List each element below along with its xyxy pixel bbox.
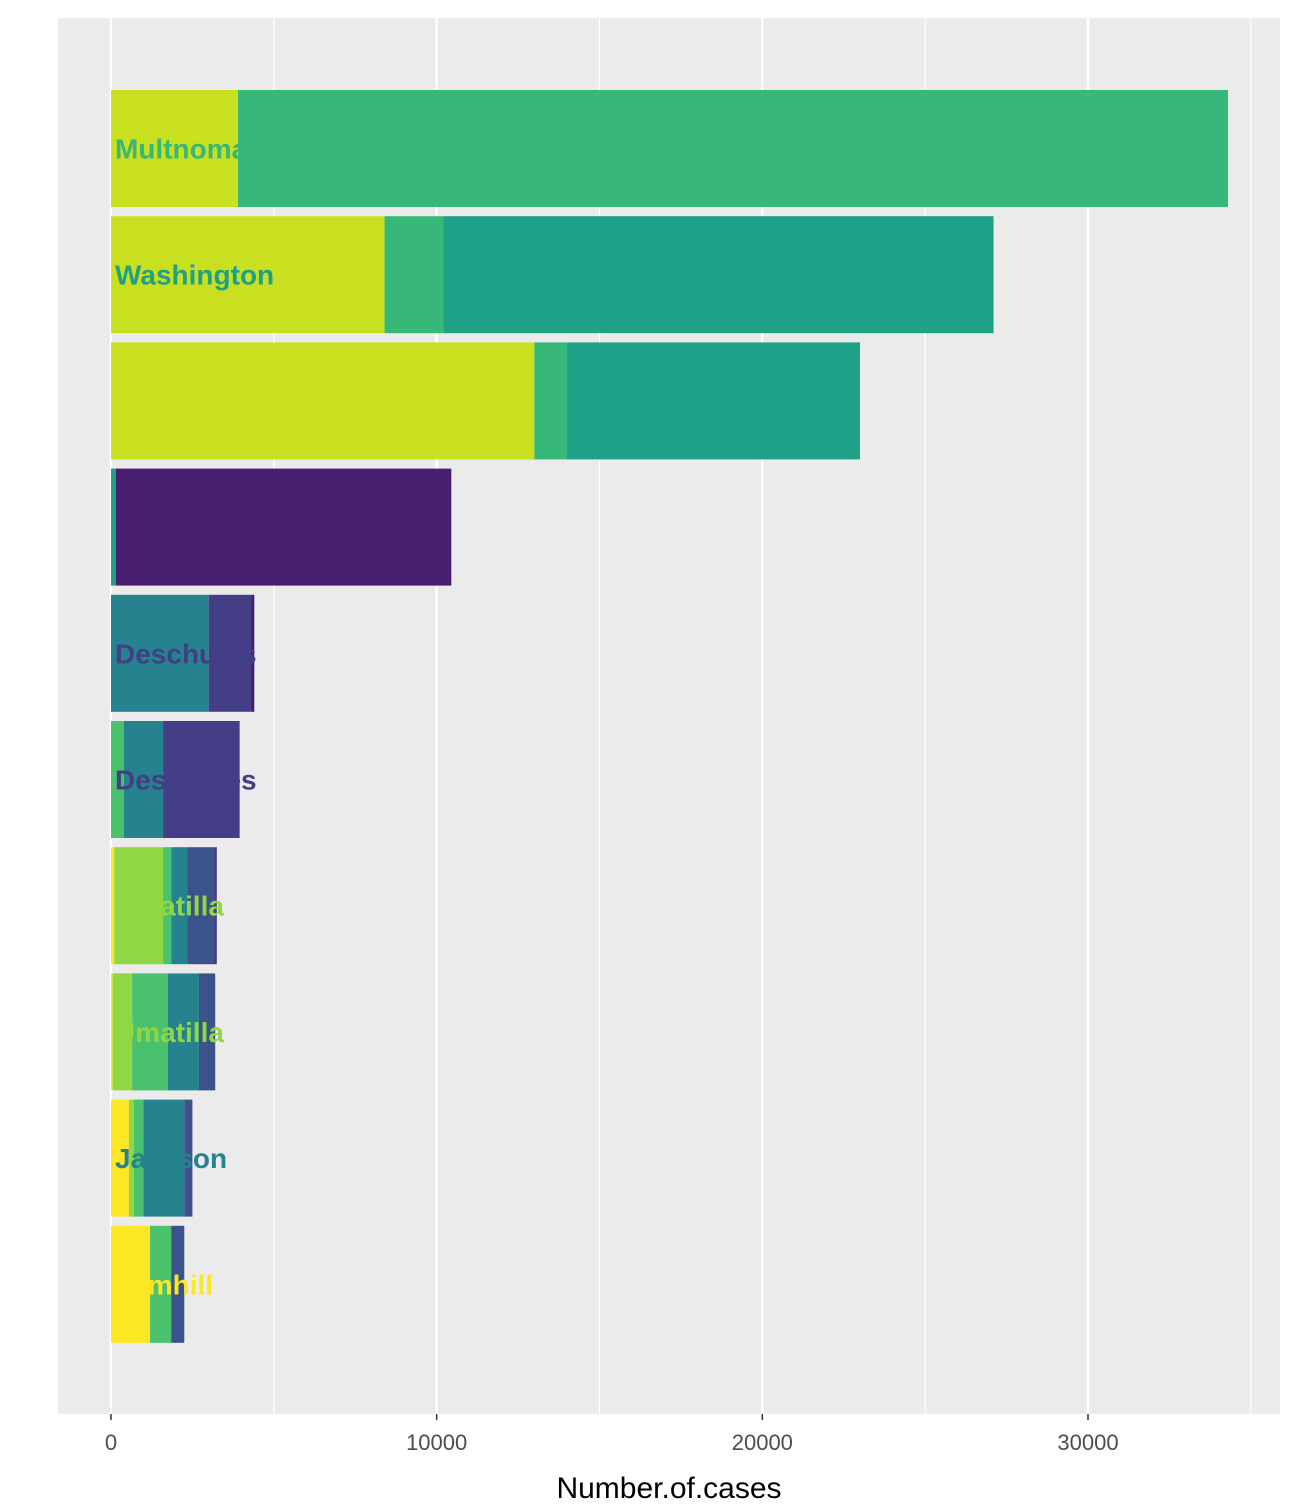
x-tick-label: 30000 [1057,1430,1118,1455]
bar-label: Umatilla [115,1017,224,1048]
bar-segment-washington [384,216,444,334]
bar-segment-umatilla [213,847,217,965]
bar-label: Washington [115,260,274,291]
bar-segment-lane [124,721,164,838]
bar-label: Multnomah [115,134,264,165]
x-tick-label: 20000 [732,1430,793,1455]
bar-segment-umatilla [114,847,164,965]
bar-segment-linn [143,1099,185,1217]
bar-segment-linn [111,1099,129,1217]
bar-label: Washington [115,386,274,417]
bar-segment-jackson [132,973,168,1091]
bar-segment-clackamas [534,342,567,460]
bar-segment-jackson [198,973,216,1091]
bar-segment-linn [133,1099,144,1217]
bar-segment-jackson [167,973,199,1091]
bar-segment-jackson [112,973,133,1091]
bar-segment-yamhill [111,1225,151,1343]
x-axis-title: Number.of.cases [556,1472,781,1505]
bar-segment-clackamas [111,342,535,460]
bar-label: Deschutes [115,638,257,669]
bar-segment-linn [184,1099,193,1217]
bar-segment-clackamas [566,342,861,460]
bar-segment-multnomah [111,90,239,207]
bar-segment-umatilla [187,847,214,965]
bar-label: Marion [115,512,207,543]
x-axis: 0 10000 20000 30000 [105,1414,1119,1455]
x-tick-label: 0 [105,1430,117,1455]
bar-segment-yamhill [171,1225,185,1343]
bar-segment-umatilla [171,847,188,965]
bar-segment-marion [115,468,452,586]
bar-segment-deschutes [251,594,255,712]
bar-segment-marion [111,468,116,586]
bar-segment-multnomah [238,90,1229,207]
bar-label: Deschutes [115,765,257,796]
bar-segment-lane [111,721,125,838]
bar-segment-washington [111,216,385,334]
bars [111,90,1229,1343]
bar-segment-deschutes [208,594,252,712]
bar-label: Yamhill [115,1269,213,1300]
bar-label: Jackson [115,1143,227,1174]
x-tick-label: 10000 [406,1430,467,1455]
bar-label: Umatilla [115,891,224,922]
bar-segment-umatilla [111,847,115,965]
row-labels: Multnomah Washington Washington Marion Desch… [115,134,274,1301]
bar-segment-deschutes [111,594,209,712]
bar-segment-linn [128,1099,134,1217]
bar-segment-jackson [111,973,113,1091]
bar-segment-yamhill [150,1225,172,1343]
bar-segment-umatilla [163,847,172,965]
bar-segment-washington [443,216,994,334]
bar-segment-lane [163,721,240,838]
